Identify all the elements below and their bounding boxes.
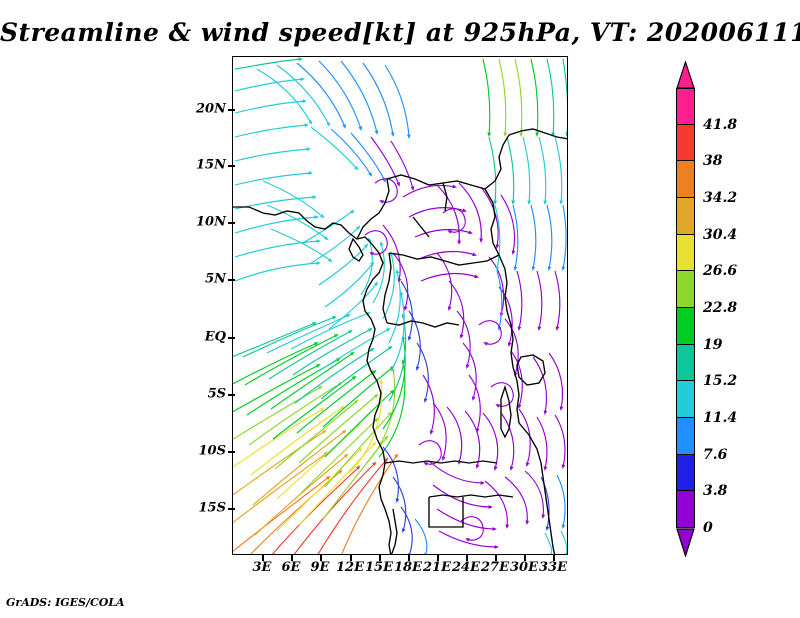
y-tick-label: 10N (196, 214, 226, 230)
x-tick-mark (379, 555, 381, 561)
x-tick-label: 30E (510, 560, 538, 575)
streamline-group-sahel (234, 57, 415, 282)
x-tick-label: 6E (281, 560, 301, 575)
x-tick-mark (437, 555, 439, 561)
y-tick-label: 15N (196, 157, 226, 173)
colorbar-band (676, 454, 695, 492)
colorbar-tick-label: 30.4 (703, 226, 738, 243)
colorbar-band (676, 88, 695, 125)
colorbar-band (676, 491, 695, 528)
streamline-group-guinea-turn (302, 209, 407, 474)
x-tick-mark (553, 555, 555, 561)
y-tick-mark (228, 337, 235, 339)
x-tick-label: 15E (365, 560, 393, 575)
colorbar-band (676, 381, 695, 418)
colorbar-tick-label: 22.8 (703, 299, 738, 316)
x-tick-mark (262, 555, 264, 561)
y-tick-mark (228, 222, 235, 224)
footer-credit: GrADS: IGES/COLA (6, 596, 125, 609)
x-tick-label: 27E (481, 560, 509, 575)
y-tick-label: 10S (198, 443, 226, 459)
colorbar-tick-label: 3.8 (703, 483, 728, 500)
colorbar-tick-label: 15.2 (703, 373, 738, 390)
colorbar-tick-label: 41.8 (703, 116, 738, 133)
colorbar-bands (676, 88, 695, 528)
streamline-group-congo (382, 182, 546, 554)
y-tick-mark (228, 451, 235, 453)
colorbar-band (676, 344, 695, 382)
x-tick-mark (320, 555, 322, 561)
x-tick-label: 3E (252, 560, 272, 575)
colorbar-band (676, 234, 695, 272)
map-coastlines-borders (233, 128, 567, 554)
x-tick-label: 24E (452, 560, 480, 575)
colorbar-band (676, 271, 695, 308)
y-tick-mark (228, 394, 235, 396)
y-tick-mark (228, 109, 235, 111)
colorbar-cap-high (676, 61, 695, 89)
y-tick-mark (228, 165, 235, 167)
streamline-group-ne (482, 58, 567, 554)
map-plot-panel (232, 56, 568, 555)
x-tick-mark (466, 555, 468, 561)
x-tick-label: 9E (310, 560, 330, 575)
colorbar-tick-label: 19 (703, 336, 723, 353)
colorbar-band (676, 161, 695, 198)
x-tick-mark (524, 555, 526, 561)
y-tick-label: 15S (198, 500, 226, 516)
x-tick-label: 21E (423, 560, 451, 575)
streamline-field (233, 57, 567, 554)
colorbar-tick-label: 26.6 (703, 263, 738, 280)
colorbar-cap-low (676, 528, 695, 557)
colorbar-band (676, 307, 695, 345)
colorbar-band (676, 197, 695, 235)
colorbar-tick-label: 0 (703, 520, 713, 536)
y-tick-label: 5N (205, 271, 226, 287)
streamline-group-sw-jet (233, 312, 399, 554)
colorbar-tick-label: 38 (703, 153, 723, 170)
y-tick-label: EQ (204, 329, 226, 345)
x-tick-label: 12E (336, 560, 364, 575)
streamline-group-eddies (364, 178, 514, 542)
x-tick-label: 18E (394, 560, 422, 575)
x-tick-mark (495, 555, 497, 561)
y-tick-label: 5S (207, 386, 226, 402)
colorbar-tick-label: 34.2 (703, 189, 738, 206)
y-tick-label: 20N (196, 101, 226, 117)
colorbar-band (676, 124, 695, 162)
y-tick-mark (228, 279, 235, 281)
colorbar-tick-label: 11.4 (703, 409, 738, 426)
x-tick-label: 33E (539, 560, 567, 575)
x-tick-mark (350, 555, 352, 561)
x-tick-mark (408, 555, 410, 561)
colorbar: 0 3.8 7.6 11.4 15.2 19 22.8 26.6 30.4 34.2 38 41.8 (676, 61, 737, 557)
y-tick-mark (228, 508, 235, 510)
colorbar-band (676, 417, 695, 455)
x-tick-mark (291, 555, 293, 561)
page-title: Streamline & wind speed[kt] at 925hPa, V… (0, 18, 800, 47)
colorbar-tick-label: 7.6 (703, 446, 728, 463)
